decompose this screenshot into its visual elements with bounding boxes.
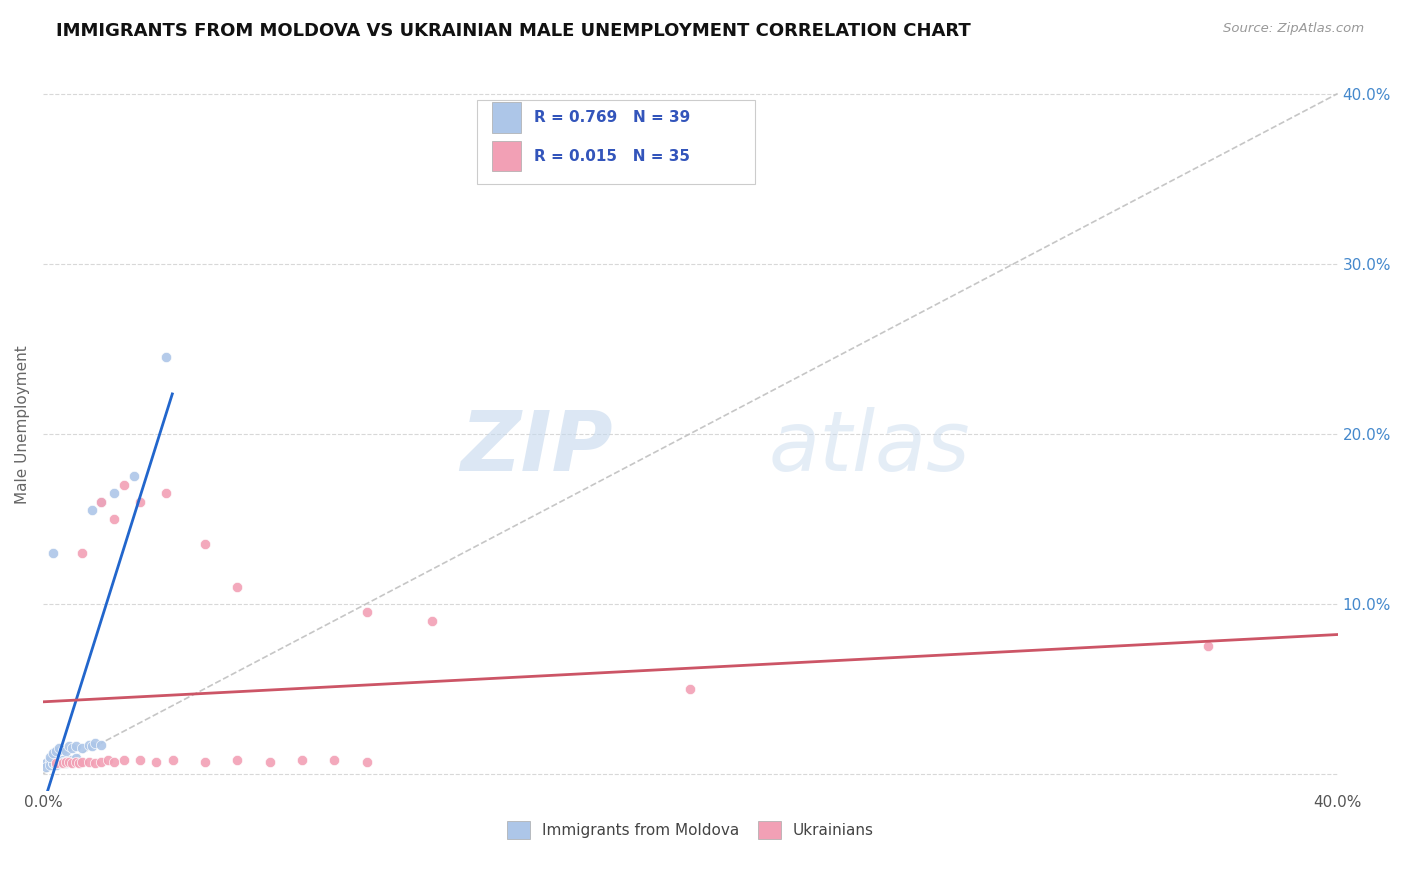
Point <box>97 753 120 767</box>
FancyBboxPatch shape <box>492 141 520 171</box>
Point <box>52 756 75 771</box>
Point <box>70 755 93 769</box>
Point <box>65 755 87 769</box>
Point <box>45 756 67 771</box>
Point <box>84 756 107 771</box>
Point <box>60 756 83 771</box>
Point <box>145 755 167 769</box>
Point <box>103 511 125 525</box>
Point <box>155 350 177 364</box>
Point <box>67 756 90 771</box>
Text: R = 0.769   N = 39: R = 0.769 N = 39 <box>534 110 690 125</box>
Point <box>55 755 77 769</box>
Point <box>80 503 103 517</box>
Point <box>162 753 184 767</box>
Point <box>45 744 67 758</box>
Point <box>129 494 152 508</box>
Point <box>112 477 135 491</box>
Point <box>356 605 378 619</box>
Point <box>55 744 77 758</box>
Point <box>90 494 112 508</box>
Point <box>84 736 107 750</box>
FancyBboxPatch shape <box>492 102 520 133</box>
Point <box>129 753 152 767</box>
Point <box>55 755 77 769</box>
Legend: Immigrants from Moldova, Ukrainians: Immigrants from Moldova, Ukrainians <box>501 815 880 845</box>
Point <box>42 545 65 559</box>
Point <box>70 545 93 559</box>
Point <box>90 755 112 769</box>
Point <box>45 758 67 772</box>
Point <box>194 755 217 769</box>
Point <box>38 758 60 772</box>
Point <box>58 753 80 767</box>
Point <box>60 741 83 756</box>
Point <box>48 756 70 771</box>
Point <box>48 755 70 769</box>
Point <box>226 753 249 767</box>
Point <box>77 738 100 752</box>
Text: IMMIGRANTS FROM MOLDOVA VS UKRAINIAN MALE UNEMPLOYMENT CORRELATION CHART: IMMIGRANTS FROM MOLDOVA VS UKRAINIAN MAL… <box>56 22 972 40</box>
Point <box>38 749 60 764</box>
Point <box>42 755 65 769</box>
Point <box>52 753 75 767</box>
Point <box>80 739 103 754</box>
Point <box>679 681 702 696</box>
Point <box>58 739 80 754</box>
Y-axis label: Male Unemployment: Male Unemployment <box>15 346 30 505</box>
Point <box>90 738 112 752</box>
Point <box>122 469 145 483</box>
Point <box>112 753 135 767</box>
Text: atlas: atlas <box>768 407 970 488</box>
Point <box>1197 639 1219 653</box>
Point <box>103 486 125 500</box>
Point <box>65 751 87 765</box>
Text: Source: ZipAtlas.com: Source: ZipAtlas.com <box>1223 22 1364 36</box>
Point <box>65 739 87 754</box>
Point <box>42 746 65 760</box>
Point <box>194 537 217 551</box>
Point <box>35 756 58 771</box>
Point <box>155 486 177 500</box>
Point <box>35 760 58 774</box>
Text: ZIP: ZIP <box>460 407 613 488</box>
Point <box>90 494 112 508</box>
Point <box>226 580 249 594</box>
Point <box>38 753 60 767</box>
FancyBboxPatch shape <box>477 100 755 184</box>
Point <box>58 755 80 769</box>
Point <box>70 741 93 756</box>
Point <box>48 741 70 756</box>
Point <box>60 753 83 767</box>
Point <box>45 755 67 769</box>
Point <box>259 755 281 769</box>
Point <box>42 756 65 771</box>
Point <box>323 753 346 767</box>
Point <box>291 753 314 767</box>
Text: R = 0.015   N = 35: R = 0.015 N = 35 <box>534 149 690 163</box>
Point <box>52 743 75 757</box>
Point <box>103 755 125 769</box>
Point <box>77 755 100 769</box>
Point <box>42 756 65 771</box>
Point <box>55 756 77 771</box>
Point <box>356 755 378 769</box>
Point <box>420 614 443 628</box>
Point <box>52 755 75 769</box>
Point <box>48 753 70 767</box>
